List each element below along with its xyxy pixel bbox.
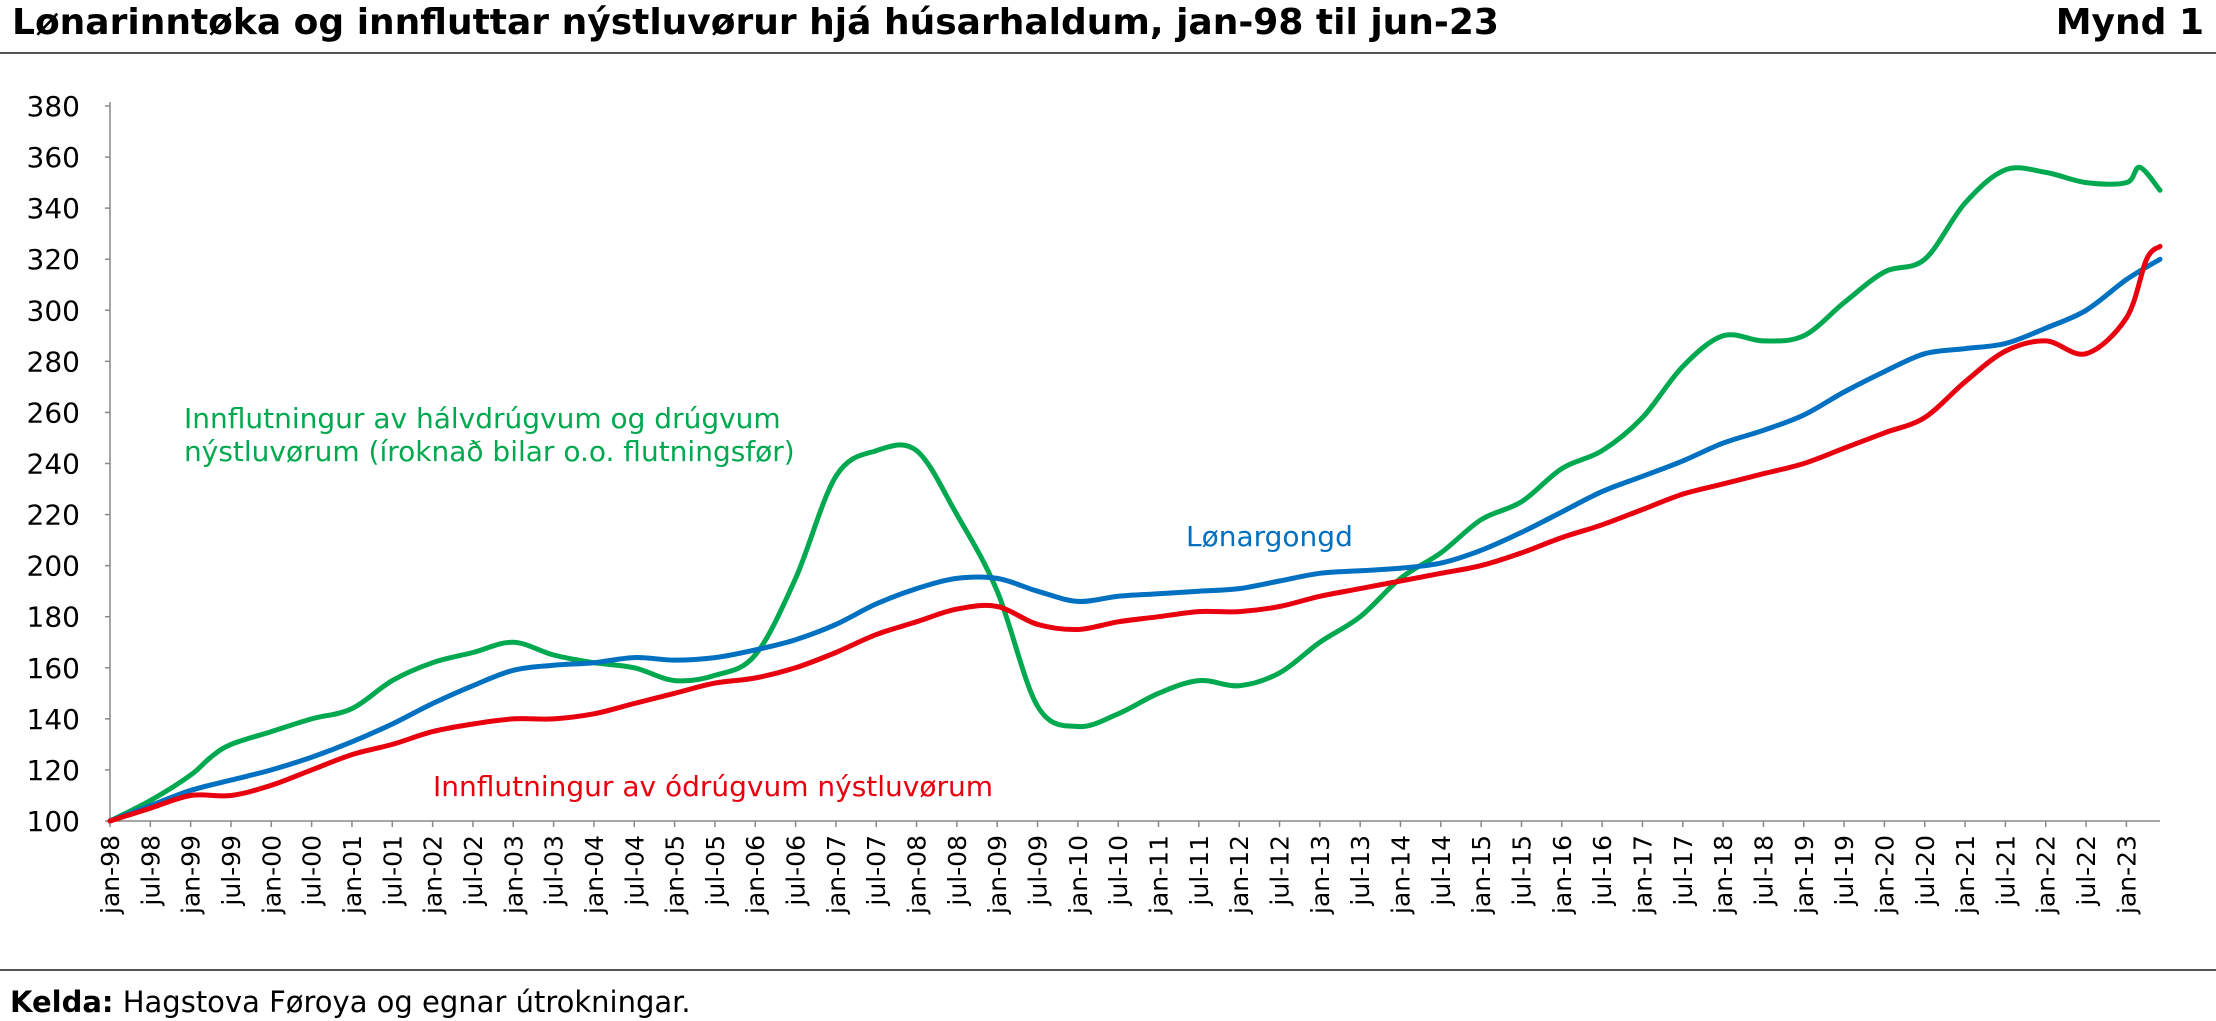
y-tick-label: 280 bbox=[27, 345, 80, 378]
line-chart: 100 120 140 160 180 200 220 240 260 280 300 320 340 3… bbox=[27, 90, 2163, 915]
series-line-wage-development bbox=[107, 256, 2163, 824]
y-tick-label: 200 bbox=[27, 550, 80, 583]
x-tick-label: jul-04 bbox=[620, 835, 649, 907]
x-tick-label: jan-04 bbox=[580, 835, 609, 915]
x-tick-label: jan-11 bbox=[1145, 835, 1174, 915]
x-tick-label: jan-98 bbox=[96, 835, 125, 915]
x-tick-label: jul-06 bbox=[782, 835, 811, 907]
x-tick-label: jul-11 bbox=[1185, 835, 1214, 907]
chart-axes: 100 120 140 160 180 200 220 240 260 280 300 320 340 3… bbox=[27, 90, 2160, 915]
x-tick-label: jan-01 bbox=[338, 835, 367, 915]
x-tick-label: jul-98 bbox=[136, 835, 165, 907]
y-tick-label: 260 bbox=[27, 396, 80, 429]
x-tick-label: jan-08 bbox=[903, 835, 932, 915]
x-tick-label: jan-14 bbox=[1386, 835, 1415, 915]
x-tick-label: jan-23 bbox=[2112, 835, 2141, 915]
y-tick-label: 320 bbox=[27, 243, 80, 276]
x-tick-label: jan-09 bbox=[983, 835, 1012, 915]
x-tick-label: jan-19 bbox=[1790, 835, 1819, 915]
x-tick-label: jan-22 bbox=[2032, 835, 2061, 915]
chart-title: Lønarinntøka og innfluttar nýstluvørur h… bbox=[12, 2, 1499, 43]
chart-footer: Kelda: Hagstova Føroya og egnar útroknin… bbox=[0, 969, 2216, 1019]
x-tick-label: jul-09 bbox=[1024, 835, 1053, 907]
series-label-durable-goods: Innflutningur av hálvdrúgvum og drúgvum bbox=[184, 402, 781, 435]
x-tick-label: jul-03 bbox=[540, 835, 569, 907]
figure-label: Mynd 1 bbox=[2055, 2, 2204, 43]
series-label-durable-goods: nýstluvørum (íroknað bilar o.o. flutning… bbox=[184, 435, 795, 468]
y-tick-label: 220 bbox=[27, 499, 80, 532]
x-tick-label: jul-18 bbox=[1749, 835, 1778, 907]
source-note: Kelda: Hagstova Føroya og egnar útroknin… bbox=[10, 985, 691, 1019]
x-tick-label: jan-10 bbox=[1064, 835, 1093, 915]
source-label: Kelda: bbox=[10, 985, 114, 1019]
x-tick-label: jul-12 bbox=[1266, 835, 1295, 907]
x-tick-label: jan-07 bbox=[822, 835, 851, 915]
x-tick-label: jul-02 bbox=[459, 835, 488, 907]
x-tick-label: jul-14 bbox=[1427, 835, 1456, 907]
x-tick-label: jul-00 bbox=[298, 835, 327, 907]
x-tick-label: jan-17 bbox=[1628, 835, 1657, 915]
x-tick-label: jan-99 bbox=[177, 835, 206, 915]
x-tick-label: jul-13 bbox=[1346, 835, 1375, 907]
source-text: Hagstova Føroya og egnar útrokningar. bbox=[113, 985, 691, 1019]
x-tick-label: jan-02 bbox=[419, 835, 448, 915]
series-line-nondurable-goods bbox=[107, 243, 2163, 824]
y-tick-label: 240 bbox=[27, 448, 80, 481]
x-tick-label: jul-01 bbox=[378, 835, 407, 907]
x-tick-label: jul-16 bbox=[1588, 835, 1617, 907]
x-tick-label: jan-16 bbox=[1548, 835, 1577, 915]
x-tick-label: jul-20 bbox=[1911, 835, 1940, 907]
series-line-durable-goods bbox=[107, 164, 2163, 824]
x-tick-label: jan-15 bbox=[1467, 835, 1496, 915]
x-tick-label: jul-99 bbox=[217, 835, 246, 907]
x-tick-label: jul-10 bbox=[1104, 835, 1133, 907]
x-tick-label: jan-18 bbox=[1709, 835, 1738, 915]
y-tick-label: 100 bbox=[27, 805, 80, 838]
x-tick-label: jan-00 bbox=[257, 835, 286, 915]
y-tick-label: 180 bbox=[27, 601, 80, 634]
series-label-nondurable-goods: Innflutningur av ódrúgvum nýstluvørum bbox=[433, 770, 993, 803]
y-tick-label: 140 bbox=[27, 703, 80, 736]
y-tick-label: 160 bbox=[27, 652, 80, 685]
chart-header: Lønarinntøka og innfluttar nýstluvørur h… bbox=[0, 0, 2216, 54]
x-tick-label: jan-20 bbox=[1870, 835, 1899, 915]
x-tick-label: jan-03 bbox=[499, 835, 528, 915]
x-tick-label: jul-19 bbox=[1830, 835, 1859, 907]
x-tick-label: jan-12 bbox=[1225, 835, 1254, 915]
y-tick-label: 300 bbox=[27, 294, 80, 327]
x-tick-label: jan-21 bbox=[1951, 835, 1980, 915]
x-tick-label: jan-05 bbox=[661, 835, 690, 915]
x-tick-label: jan-13 bbox=[1306, 835, 1335, 915]
x-tick-label: jul-17 bbox=[1669, 835, 1698, 907]
x-tick-label: jul-22 bbox=[2072, 835, 2101, 907]
series-label-wage-development: Lønargongd bbox=[1186, 520, 1353, 553]
chart-series-lines bbox=[107, 164, 2163, 824]
y-tick-label: 380 bbox=[27, 90, 80, 123]
chart-series-labels: Innflutningur av hálvdrúgvum og drúgvumn… bbox=[184, 402, 1353, 803]
y-tick-label: 360 bbox=[27, 141, 80, 174]
x-tick-label: jul-15 bbox=[1507, 835, 1536, 907]
y-tick-label: 120 bbox=[27, 754, 80, 787]
x-tick-label: jul-21 bbox=[1991, 835, 2020, 907]
x-tick-label: jul-05 bbox=[701, 835, 730, 907]
x-tick-label: jul-07 bbox=[862, 835, 891, 907]
x-tick-label: jan-06 bbox=[741, 835, 770, 915]
x-tick-label: jul-08 bbox=[943, 835, 972, 907]
y-tick-label: 340 bbox=[27, 192, 80, 225]
